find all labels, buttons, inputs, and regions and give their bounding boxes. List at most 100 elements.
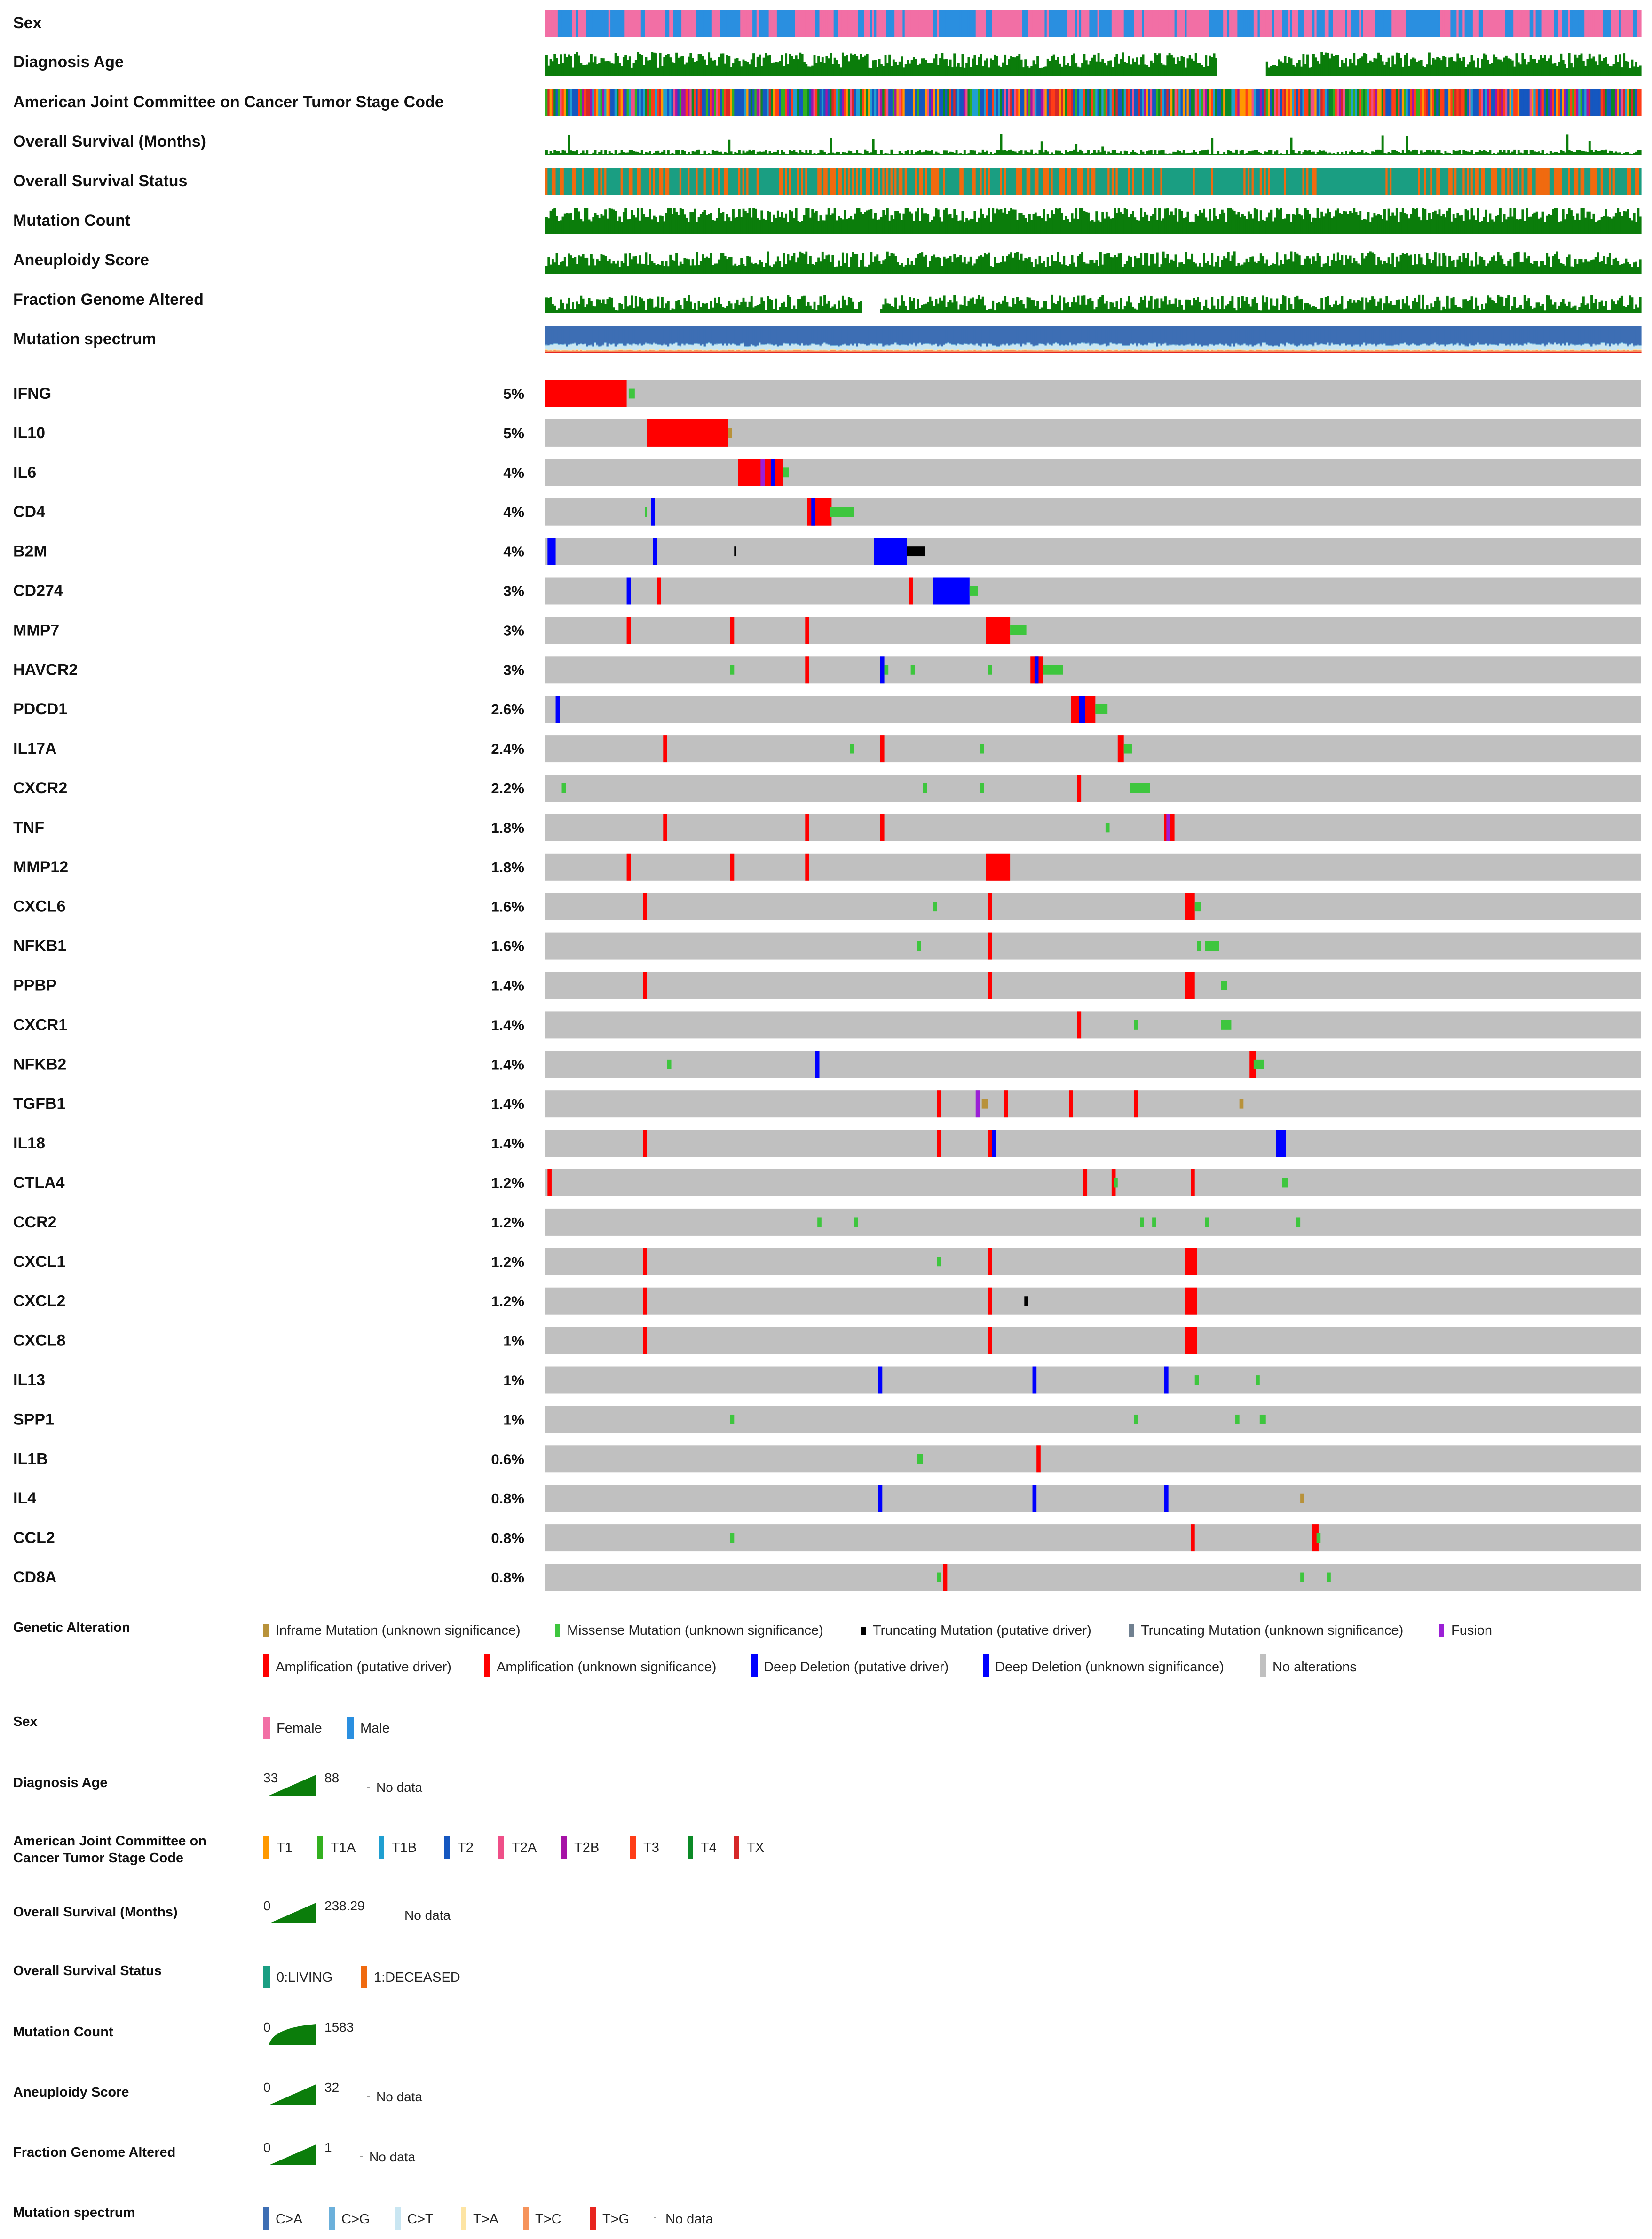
clinical-bar [1627,305,1629,313]
clinical-bar [1462,150,1465,155]
os-status-cell [703,168,706,195]
os-status-cell [941,168,944,195]
clinical-bar [967,261,970,274]
spectrum-segment [547,350,550,352]
clinical-bar [1592,259,1595,274]
stage-cell [1517,89,1520,116]
stage-cell [1131,89,1134,116]
os-status-cell [1213,168,1216,195]
stage-cell [1046,89,1049,116]
os-status-cell [718,168,720,195]
clinical-bar [1036,216,1039,234]
os-status-cell [961,168,964,195]
stage-cell [925,89,927,116]
clinical-bar [776,256,779,274]
spectrum-segment [586,346,589,347]
spectrum-segment [748,346,751,350]
stage-cell [1247,89,1250,116]
spectrum-segment [718,350,720,351]
clinical-bar [888,256,891,274]
clinical-bar [685,258,688,274]
clinical-bar [1627,152,1629,155]
sex-cell [1065,10,1067,37]
spectrum-segment [624,350,627,352]
clinical-bar [1469,266,1471,274]
clinical-bar [965,218,968,234]
spectrum-segment [614,350,617,352]
sex-cell [1450,10,1453,37]
clinical-bar [1406,253,1408,274]
stage-cell [770,89,773,116]
clinical-bar [953,295,956,313]
clinical-bar [669,310,672,313]
sex-cell [1517,10,1520,37]
stage-cell [1304,89,1307,116]
clinical-bar [1606,310,1609,313]
clinical-bar [949,300,952,313]
clinical-bar [795,262,798,274]
clinical-bar [898,305,901,313]
clinical-bar [1612,216,1615,234]
spectrum-segment [744,346,747,347]
clinical-bar [1478,256,1481,274]
clinical-bar [992,208,995,234]
clinical-bar [852,153,854,155]
clinical-bar [1087,263,1090,274]
clinical-bar [618,63,621,76]
os-status-cell [1566,168,1569,195]
clinical-bar [1611,66,1613,76]
clinical-bar [645,152,648,155]
clinical-bar [1582,262,1585,274]
sex-cell [1131,10,1134,37]
clinical-bar [1389,153,1392,155]
spectrum-segment [588,352,591,353]
os-status-cell [1207,168,1209,195]
sex-cell [917,10,919,37]
clinical-bar [1223,152,1226,155]
clinical-bar [831,213,834,234]
stage-cell [637,89,640,116]
spectrum-segment [665,350,668,352]
clinical-bar [1099,61,1102,76]
stage-cell [813,89,816,116]
clinical-bar [574,54,577,76]
spectrum-segment [773,352,775,353]
clinical-bar [1495,154,1498,155]
clinical-bar [750,59,753,76]
os-status-cell [947,168,950,195]
stage-cell [1407,89,1410,116]
stage-cell [1209,89,1211,116]
clinical-bar [594,213,597,234]
clinical-bar [882,154,885,155]
os-status-cell [969,168,972,195]
clinical-bar [1540,153,1542,155]
clinical-bar [951,302,954,313]
clinical-bar [572,151,575,155]
os-status-cell [594,168,597,195]
os-status-cell [1006,168,1009,195]
clinical-bar [561,150,564,155]
clinical-bar [801,252,804,274]
spectrum-segment [612,349,615,351]
clinical-bar [813,55,816,76]
clinical-bar [602,215,605,234]
clinical-bar [1597,309,1599,313]
spectrum-segment [742,352,745,353]
clinical-bar [1093,150,1096,155]
clinical-bar [1191,152,1194,155]
sex-cell [1627,10,1629,37]
clinical-track-label: Sex [13,14,42,32]
clinical-bar [1414,58,1416,76]
os-status-cell [943,168,946,195]
spectrum-segment [767,352,769,353]
os-status-cell [1262,168,1265,195]
clinical-bar [1327,296,1329,313]
clinical-bar [1422,66,1424,76]
clinical-bar [1130,64,1132,76]
spectrum-segment [742,326,745,343]
sex-cell [935,10,938,37]
clinical-bar [925,213,927,234]
spectrum-segment [770,344,773,345]
stage-cell [1631,89,1634,116]
stage-cell [590,89,593,116]
